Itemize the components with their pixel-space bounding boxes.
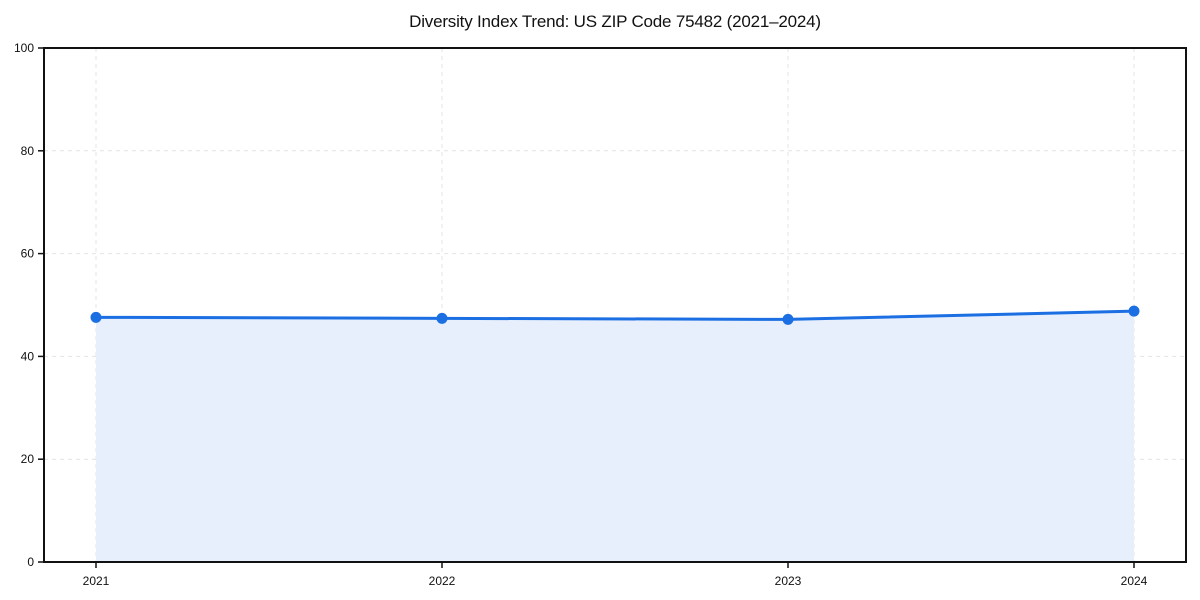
area-fill: [96, 311, 1134, 562]
y-tick-label: 40: [21, 349, 35, 363]
data-point: [1128, 305, 1140, 317]
data-point: [782, 313, 794, 325]
y-tick-label: 0: [27, 555, 34, 569]
x-tick-label: 2022: [429, 574, 456, 588]
chart-title: Diversity Index Trend: US ZIP Code 75482…: [409, 12, 821, 31]
x-tick-label: 2023: [775, 574, 802, 588]
y-tick-label: 60: [21, 247, 35, 261]
data-point: [90, 311, 102, 323]
axes-frame: [43, 47, 1187, 563]
x-tick-label: 2021: [83, 574, 110, 588]
y-tick-label: 80: [21, 144, 35, 158]
y-tick-label: 100: [14, 41, 34, 55]
x-tick-label: 2024: [1121, 574, 1148, 588]
trend-line: [94, 309, 1136, 321]
data-point: [436, 312, 448, 324]
y-tick-label: 20: [21, 452, 35, 466]
